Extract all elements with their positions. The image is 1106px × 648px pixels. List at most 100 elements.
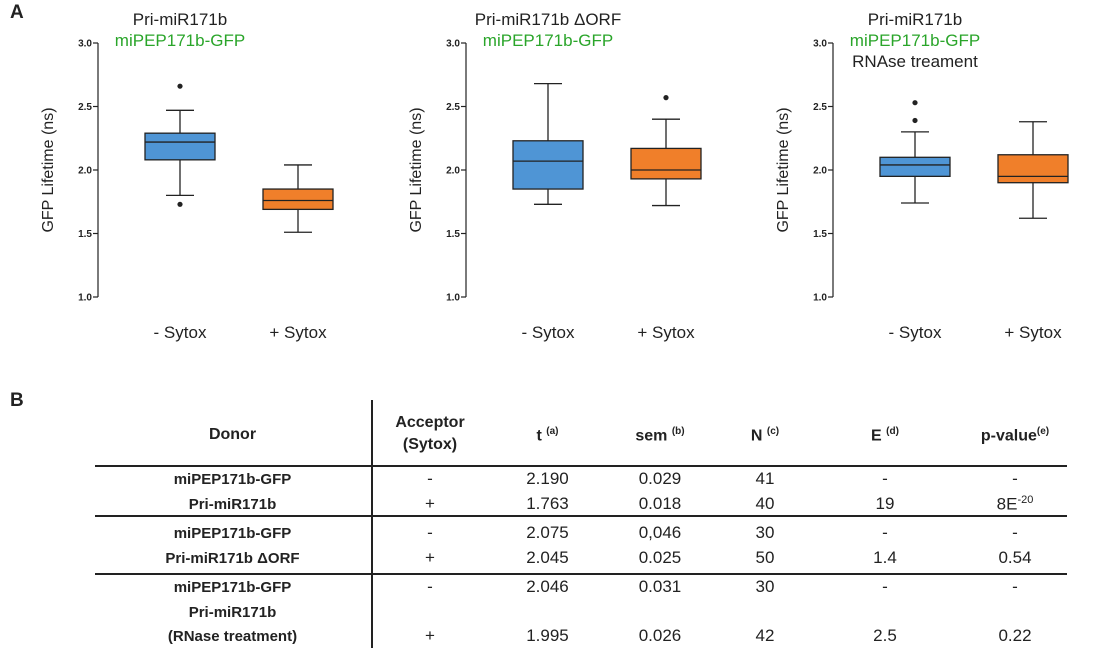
cell-acceptor: - bbox=[427, 523, 433, 542]
y-tick-label: 2.5 bbox=[446, 102, 460, 113]
donor-cell: Pri-miR171b bbox=[188, 496, 277, 513]
donor-cell: miPEP171b-GFP bbox=[173, 471, 292, 488]
x-tick-label: - Sytox bbox=[522, 323, 575, 342]
box-iqr bbox=[262, 188, 334, 211]
outlier-point bbox=[912, 100, 918, 106]
cell-t: 2.190 bbox=[526, 469, 569, 488]
row-divider bbox=[95, 465, 1067, 467]
header-t: t (a) bbox=[536, 426, 559, 445]
y-axis-label: GFP Lifetime (ns) bbox=[775, 107, 792, 232]
cell-p: - bbox=[1012, 577, 1018, 596]
chart-title-line: Pri-miR171b bbox=[133, 10, 227, 29]
header-sem: sem (b) bbox=[635, 426, 685, 445]
y-tick-label: 1.0 bbox=[813, 293, 827, 304]
cell-e: - bbox=[882, 469, 888, 488]
chart-title-line: Pri-miR171b ΔORF bbox=[475, 10, 621, 29]
cell-e: - bbox=[882, 523, 888, 542]
y-tick-label: 3.0 bbox=[446, 39, 460, 50]
cell-acceptor: - bbox=[427, 577, 433, 596]
y-tick-label: 3.0 bbox=[78, 39, 92, 50]
header-acceptor: Acceptor (Sytox) bbox=[395, 414, 465, 453]
header-e: E (d) bbox=[871, 426, 899, 445]
box-plus-sytox bbox=[262, 164, 334, 233]
box-plus-sytox bbox=[997, 121, 1069, 219]
box-iqr bbox=[512, 140, 584, 190]
y-tick-label: 2.5 bbox=[813, 102, 827, 113]
donor-cell: miPEP171b-GFP bbox=[173, 525, 292, 542]
cell-t: 2.075 bbox=[526, 523, 569, 542]
column-divider bbox=[371, 400, 373, 648]
donor-cell: Pri-miR171b bbox=[188, 604, 277, 621]
cell-e: 19 bbox=[875, 494, 895, 513]
outlier-point bbox=[177, 83, 183, 89]
y-axis-label: GFP Lifetime (ns) bbox=[40, 107, 57, 232]
cell-n: 42 bbox=[755, 626, 775, 645]
y-tick-label: 2.0 bbox=[446, 166, 460, 177]
chart-title-line: RNAse treament bbox=[852, 52, 978, 71]
cell-p: - bbox=[1012, 523, 1018, 542]
cell-acceptor: - bbox=[427, 469, 433, 488]
cell-n: 30 bbox=[755, 523, 775, 542]
box-iqr bbox=[997, 154, 1069, 184]
cell-t: 1.995 bbox=[526, 626, 569, 645]
cell-p: - bbox=[1012, 469, 1018, 488]
chart-title-line: miPEP171b-GFP bbox=[850, 31, 980, 50]
chart-title-line: miPEP171b-GFP bbox=[483, 31, 613, 50]
y-tick-label: 1.5 bbox=[446, 229, 460, 240]
donor-cell: (RNase treatment) bbox=[167, 628, 298, 645]
box-minus-sytox bbox=[879, 100, 951, 204]
y-tick-label: 2.5 bbox=[78, 102, 92, 113]
box-plus-sytox bbox=[630, 95, 702, 207]
cell-sem: 0,046 bbox=[638, 523, 682, 542]
x-tick-label: - Sytox bbox=[154, 323, 207, 342]
cell-n: 41 bbox=[755, 469, 775, 488]
y-tick-label: 1.0 bbox=[78, 293, 92, 304]
y-tick-label: 1.0 bbox=[446, 293, 460, 304]
cell-t: 2.046 bbox=[526, 577, 569, 596]
cell-sem: 0.031 bbox=[638, 577, 682, 596]
cell-e: 2.5 bbox=[873, 626, 897, 645]
cell-sem: 0.026 bbox=[638, 626, 682, 645]
box-minus-sytox bbox=[144, 83, 216, 207]
y-tick-label: 1.5 bbox=[78, 229, 92, 240]
y-axis-label: GFP Lifetime (ns) bbox=[408, 107, 425, 232]
cell-n: 50 bbox=[755, 548, 775, 567]
box-iqr bbox=[879, 156, 951, 178]
boxplot-chart-3: Pri-miR171b miPEP171b-GFP RNAse treament 1.… bbox=[775, 10, 1069, 342]
outlier-point bbox=[912, 117, 918, 124]
cell-n: 40 bbox=[755, 494, 775, 513]
box-minus-sytox bbox=[512, 82, 584, 205]
cell-n: 30 bbox=[755, 577, 775, 596]
header-n: N (c) bbox=[750, 426, 780, 445]
cell-sem: 0.025 bbox=[638, 548, 682, 567]
cell-sem: 0.029 bbox=[638, 469, 682, 488]
chart-title-line: Pri-miR171b bbox=[868, 10, 962, 29]
y-tick-label: 2.0 bbox=[78, 166, 92, 177]
x-tick-label: + Sytox bbox=[637, 323, 695, 342]
panel-a-label: A bbox=[10, 2, 24, 23]
y-tick-label: 1.5 bbox=[813, 229, 827, 240]
header-donor: Donor bbox=[208, 426, 257, 443]
panel-b-label: B bbox=[10, 390, 24, 411]
row-divider bbox=[95, 515, 1067, 517]
cell-acceptor: + bbox=[425, 626, 435, 645]
x-tick-label: + Sytox bbox=[269, 323, 327, 342]
cell-e: - bbox=[882, 577, 888, 596]
boxplot-chart-2: Pri-miR171b ΔORF miPEP171b-GFP 1.0 1.5 2.0 2.… bbox=[408, 10, 702, 342]
box-iqr bbox=[630, 147, 702, 180]
row-divider bbox=[95, 573, 1067, 575]
cell-sem: 0.018 bbox=[638, 494, 682, 513]
y-tick-label: 2.0 bbox=[813, 166, 827, 177]
header-pvalue: p-value(e) bbox=[980, 426, 1050, 445]
donor-cell: miPEP171b-GFP bbox=[173, 579, 292, 596]
x-tick-label: + Sytox bbox=[1004, 323, 1062, 342]
cell-acceptor: + bbox=[425, 548, 435, 567]
boxplot-chart-1: Pri-miR171b miPEP171b-GFP 1.0 1.5 2.0 2.5 3.0 G… bbox=[40, 10, 334, 342]
chart-title-line: miPEP171b-GFP bbox=[115, 31, 245, 50]
cell-acceptor: + bbox=[425, 494, 435, 513]
cell-p: 8E-20 bbox=[996, 494, 1034, 514]
cell-p: 0.54 bbox=[998, 548, 1032, 567]
x-tick-label: - Sytox bbox=[889, 323, 942, 342]
cell-e: 1.4 bbox=[873, 548, 897, 567]
box-iqr bbox=[144, 132, 216, 161]
